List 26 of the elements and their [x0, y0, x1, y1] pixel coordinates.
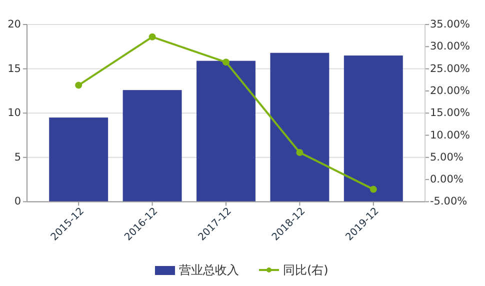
- y2-tick-label: 35.00%: [430, 18, 470, 30]
- bar: [270, 52, 330, 202]
- bar: [49, 118, 108, 202]
- y2-tick-label: 0.00%: [430, 174, 464, 186]
- bar: [122, 90, 182, 202]
- bar: [196, 60, 256, 202]
- y2-tick-label: 15.00%: [430, 107, 470, 120]
- y-tick-label: 15: [8, 62, 21, 75]
- y2-tick-label: 20.00%: [430, 84, 470, 97]
- point: [370, 186, 377, 193]
- bar: [344, 56, 403, 202]
- point: [148, 33, 156, 40]
- point: [222, 58, 230, 66]
- y-tick-label: 5: [14, 151, 21, 164]
- y2-tick-label: -5.00%: [430, 196, 468, 208]
- legend-label: 营业总收入: [179, 263, 239, 277]
- y-tick-label: 20: [8, 18, 21, 30]
- point: [296, 149, 304, 156]
- y2-tick-label: 5.00%: [430, 151, 464, 164]
- y2-tick-label: 25.00%: [430, 62, 470, 75]
- point: [75, 82, 82, 89]
- y2-tick-label: 30.00%: [430, 40, 470, 53]
- y-tick-label: 10: [8, 107, 21, 120]
- y2-tick-label: 10.00%: [430, 129, 470, 142]
- legend-label: 同比(右): [283, 263, 328, 277]
- y-tick-label: 0: [14, 196, 21, 208]
